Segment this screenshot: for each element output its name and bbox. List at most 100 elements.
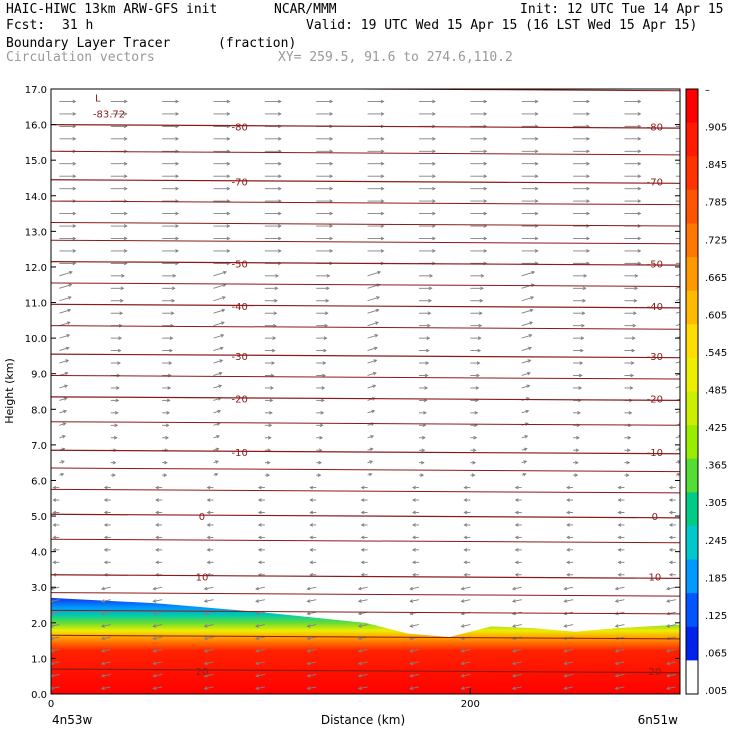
wind-vector-head xyxy=(420,460,425,465)
wind-vector-head xyxy=(514,498,519,502)
colorbar-swatch xyxy=(686,324,698,359)
wind-vector-head xyxy=(72,224,77,228)
wind-vector-head xyxy=(432,249,436,253)
wind-vector-head xyxy=(324,323,329,328)
wind-vector-head xyxy=(529,321,534,325)
wind-vector-head xyxy=(534,99,539,104)
wind-vector-head xyxy=(64,371,69,376)
isotherm-label: -50 xyxy=(647,259,663,270)
wind-vector-head xyxy=(380,174,385,179)
wind-vector xyxy=(213,385,222,389)
vector-field-label: Circulation vectors xyxy=(6,50,155,65)
wind-vector-head xyxy=(474,411,479,415)
wind-vector-head xyxy=(369,447,374,452)
wind-vector xyxy=(59,309,71,314)
wind-vector-head xyxy=(329,249,334,253)
wind-vector xyxy=(101,611,111,615)
colorbar-label: .605 xyxy=(705,310,727,321)
wind-vector-head xyxy=(483,136,488,141)
wind-vector-head xyxy=(633,298,638,303)
wind-vector-head xyxy=(215,447,220,452)
wind-vector-head xyxy=(460,586,465,591)
wind-vector-head xyxy=(586,199,591,203)
wind-vector-head xyxy=(321,386,326,390)
wind-vector xyxy=(521,321,533,327)
wind-vector xyxy=(675,435,680,439)
isotherm-line xyxy=(51,282,680,288)
wind-vector-head xyxy=(103,485,108,490)
wind-vector-head xyxy=(255,649,260,653)
wind-vector-head xyxy=(60,472,65,477)
wind-vector-head xyxy=(278,99,282,104)
wind-vector-head xyxy=(226,211,231,216)
wind-vector-head xyxy=(360,572,365,577)
wind-vector-head xyxy=(271,348,276,353)
wind-vector xyxy=(101,686,111,690)
isotherm-label: 0 xyxy=(652,512,658,523)
wind-vector-head xyxy=(165,435,169,440)
wind-vector-head xyxy=(514,548,519,552)
wind-vector-head xyxy=(72,211,77,216)
wind-vector-head xyxy=(123,161,128,166)
wind-vector xyxy=(564,673,574,677)
wind-vector-head xyxy=(257,535,262,540)
wind-vector-head xyxy=(460,649,465,653)
wind-vector-head xyxy=(614,661,619,666)
wind-vector-head xyxy=(329,211,334,216)
wind-vector xyxy=(512,624,522,627)
wind-vector-head xyxy=(63,397,68,401)
wind-vector-head xyxy=(221,308,226,313)
wind-vector-head xyxy=(360,485,365,490)
wind-vector xyxy=(512,586,522,590)
wind-vector-head xyxy=(101,636,105,641)
wind-vector-head xyxy=(175,99,180,104)
wind-vector-head xyxy=(617,572,622,577)
wind-vector-head xyxy=(666,649,670,653)
wind-vector-head xyxy=(266,473,271,477)
wind-vector-head xyxy=(64,384,69,388)
isotherm-line xyxy=(51,609,680,615)
wind-vector-head xyxy=(412,523,416,527)
wind-vector-head xyxy=(563,611,568,616)
wind-vector-head xyxy=(424,386,429,390)
isotherm-line xyxy=(51,634,680,640)
wind-vector xyxy=(153,611,163,615)
low-marker-value: -83.72 xyxy=(93,109,125,120)
wind-vector-head xyxy=(514,510,519,515)
wind-vector-head xyxy=(278,136,282,141)
wind-vector-head xyxy=(72,236,77,241)
wind-vector-head xyxy=(586,211,591,216)
wind-vector-head xyxy=(371,409,376,414)
isotherm-line xyxy=(51,179,680,184)
wind-vector-head xyxy=(380,186,385,191)
wind-vector-head xyxy=(617,498,622,502)
wind-vector-head xyxy=(357,661,362,666)
wind-vector-head xyxy=(274,286,279,291)
wind-vector-head xyxy=(583,274,588,278)
y-tick-label: 2.0 xyxy=(31,619,47,630)
wind-vector-head xyxy=(463,548,468,552)
wind-vector-head xyxy=(483,99,488,104)
y-tick-label: 9.0 xyxy=(31,370,47,381)
wind-vector-head xyxy=(586,136,591,141)
wind-vector-head xyxy=(52,485,57,490)
wind-vector xyxy=(51,624,60,627)
wind-vector-head xyxy=(575,448,580,453)
wind-vector-head xyxy=(473,435,478,440)
wind-vector-head xyxy=(278,174,282,179)
wind-vector-head xyxy=(357,599,362,603)
wind-vector-head xyxy=(322,373,326,378)
isotherm-line xyxy=(51,303,680,309)
wind-vector-head xyxy=(123,99,128,104)
wind-vector-head xyxy=(626,448,631,453)
wind-vector-head xyxy=(637,99,642,104)
wind-vector-head xyxy=(425,361,430,365)
wind-vector-head xyxy=(220,334,225,338)
wind-vector-head xyxy=(270,386,274,390)
wind-vector-head xyxy=(152,599,157,603)
wind-vector-head xyxy=(103,560,108,565)
wind-vector-head xyxy=(72,261,77,266)
isotherm-line xyxy=(51,421,680,426)
wind-vector-head xyxy=(479,311,483,316)
plot-frame xyxy=(50,88,681,695)
